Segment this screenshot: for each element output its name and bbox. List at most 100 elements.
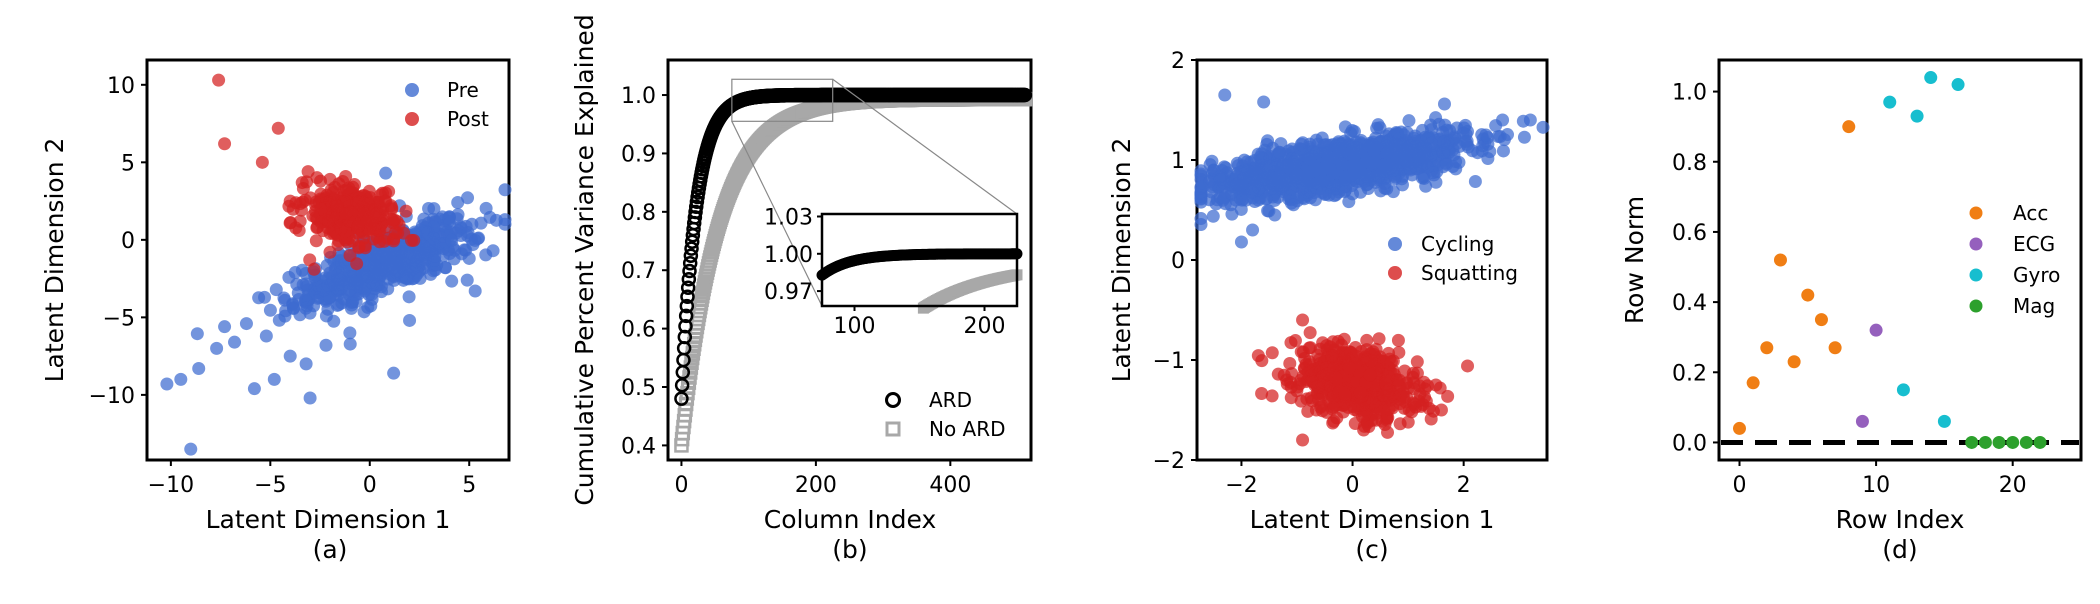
point-post — [343, 249, 357, 263]
point-cycling — [1391, 126, 1405, 140]
point-cycling — [1338, 120, 1352, 134]
point-cycling — [1290, 168, 1304, 182]
point-ard — [688, 199, 704, 214]
point-pre — [438, 261, 452, 275]
panel-c-xtick-label: 0 — [1346, 473, 1360, 498]
point-cycling — [1331, 137, 1345, 151]
inset-xtick-label: 100 — [834, 314, 876, 339]
panel-d-xtick-label: 0 — [1732, 473, 1746, 498]
panel-b-caption: (b) — [832, 535, 867, 564]
legend-label-gyro: Gyro — [2013, 263, 2060, 287]
point-squatting — [1401, 415, 1415, 429]
point-squatting — [1429, 378, 1443, 392]
point-gyro — [1883, 95, 1897, 109]
point-post — [386, 213, 400, 227]
point-cycling — [1342, 195, 1356, 209]
point-cycling — [1424, 148, 1438, 162]
point-pre — [319, 338, 333, 352]
point-mag — [1965, 435, 1979, 449]
point-post — [293, 197, 307, 211]
point-pre — [349, 295, 363, 309]
panel-b-points — [674, 87, 1033, 453]
panel-d-xtick-label: 10 — [1862, 473, 1890, 498]
point-cycling — [1251, 147, 1265, 161]
point-cycling — [1268, 208, 1282, 222]
point-cycling — [1206, 209, 1220, 223]
point-squatting — [1410, 355, 1424, 369]
point-pre — [427, 202, 441, 216]
panel-b-ytick-label: 0.7 — [621, 259, 656, 284]
point-cycling — [1263, 159, 1277, 173]
point-mag — [2019, 435, 2033, 449]
point-ard — [680, 289, 695, 304]
point-pre — [402, 290, 416, 304]
zoom-connector-line — [731, 121, 823, 307]
point-pre — [267, 372, 281, 386]
point-post — [318, 205, 332, 219]
panel-a-ytick-label: 10 — [107, 74, 135, 99]
point-post — [271, 121, 285, 135]
panel-d-ylabel: Row Norm — [1620, 196, 1649, 324]
point-squatting — [1296, 313, 1310, 327]
point-squatting — [1342, 361, 1356, 375]
point-pre — [239, 317, 253, 331]
point-post — [307, 262, 321, 276]
point-squatting — [1285, 367, 1299, 381]
point-cycling — [1536, 120, 1550, 134]
point-cycling — [1449, 162, 1463, 176]
legend-marker-ard — [885, 392, 901, 408]
panel-c-ytick-label: −1 — [1153, 349, 1185, 374]
point-ard — [682, 263, 697, 279]
point-pre — [343, 337, 357, 351]
point-squatting — [1434, 403, 1448, 417]
panel-b-inset-x-ticks: 100 200 — [834, 306, 1006, 339]
point-squatting — [1406, 366, 1420, 380]
panel-b-inset-y-ticks: 1.03 1.00 0.97 — [764, 205, 822, 305]
panel-d-ytick-label: 1.0 — [1672, 81, 1707, 106]
point-squatting — [1271, 367, 1285, 381]
point-squatting — [1384, 355, 1398, 369]
point-pre — [379, 166, 393, 180]
panel-d-x-ticks: 0 10 20 — [1732, 460, 2027, 498]
point-cycling — [1500, 128, 1514, 142]
point-mag — [2006, 435, 2020, 449]
point-ard — [680, 280, 696, 296]
point-squatting — [1364, 354, 1378, 368]
point-pre — [451, 195, 465, 209]
point-cycling — [1380, 146, 1394, 160]
legend-label-acc: Acc — [2013, 201, 2048, 225]
point-pre — [319, 309, 333, 323]
point-pre — [498, 183, 512, 197]
point-cycling — [1286, 198, 1300, 212]
point-cycling — [1320, 154, 1334, 168]
point-pre — [468, 284, 482, 298]
point-pre — [387, 366, 401, 380]
point-post — [331, 228, 345, 242]
panel-a: −10 −5 0 5 10 5 0 −5 −10 Pre Post Latent Dimens… — [40, 58, 512, 564]
legend-marker-no-ard — [885, 421, 901, 437]
panel-b-inset: 100 200 1.03 1.00 0.97 — [764, 205, 1023, 339]
point-squatting — [1338, 387, 1352, 401]
point-post — [323, 245, 337, 259]
point-cycling — [1460, 134, 1474, 148]
legend-marker-ecg — [1969, 237, 1983, 251]
point-cycling — [1217, 191, 1231, 205]
point-pre — [445, 274, 459, 288]
point-post — [212, 73, 226, 87]
legend-marker-pre — [405, 83, 419, 97]
point-squatting — [1369, 413, 1383, 427]
point-cycling — [1259, 192, 1273, 206]
inset-ytick-label: 1.00 — [764, 243, 813, 268]
legend-marker-squatting — [1388, 266, 1402, 280]
point-pre — [406, 262, 420, 276]
point-pre — [356, 268, 370, 282]
panel-c-legend: Cycling Squatting — [1388, 232, 1518, 285]
panel-c-ytick-label: 2 — [1171, 49, 1185, 74]
point-cycling — [1335, 157, 1349, 171]
point-squatting — [1398, 395, 1412, 409]
point-post — [283, 216, 297, 230]
legend-label-no-ard: No ARD — [929, 417, 1006, 441]
point-cycling — [1402, 114, 1416, 128]
point-squatting — [1255, 354, 1269, 368]
